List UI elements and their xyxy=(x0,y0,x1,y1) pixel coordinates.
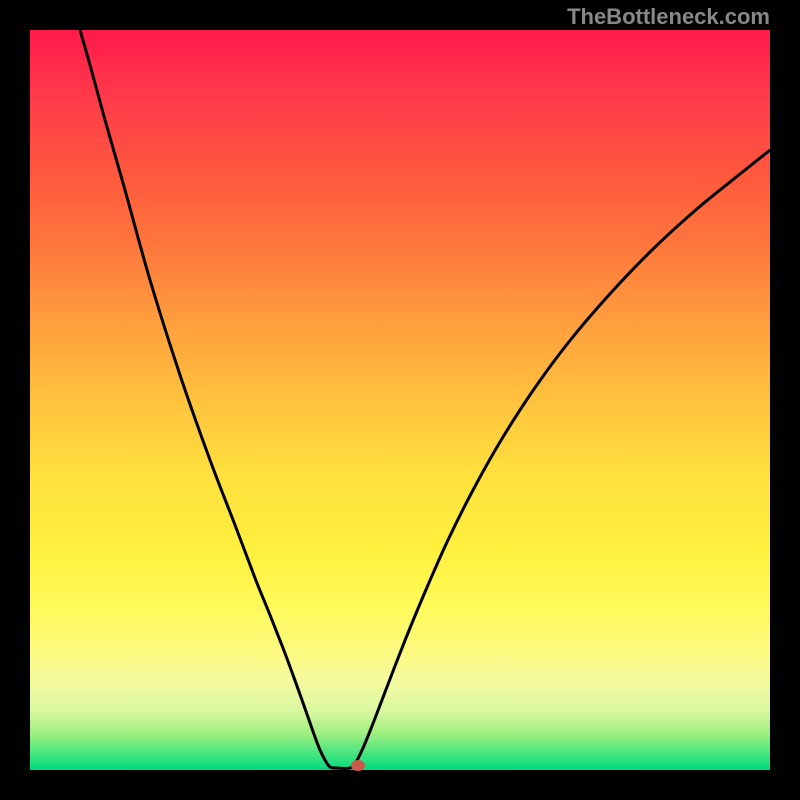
chart-container: TheBottleneck.com xyxy=(0,0,800,800)
curve-svg xyxy=(30,30,770,770)
optimal-marker xyxy=(351,760,365,771)
watermark-text: TheBottleneck.com xyxy=(567,4,770,30)
plot-area xyxy=(30,30,770,770)
bottleneck-curve xyxy=(80,30,770,768)
